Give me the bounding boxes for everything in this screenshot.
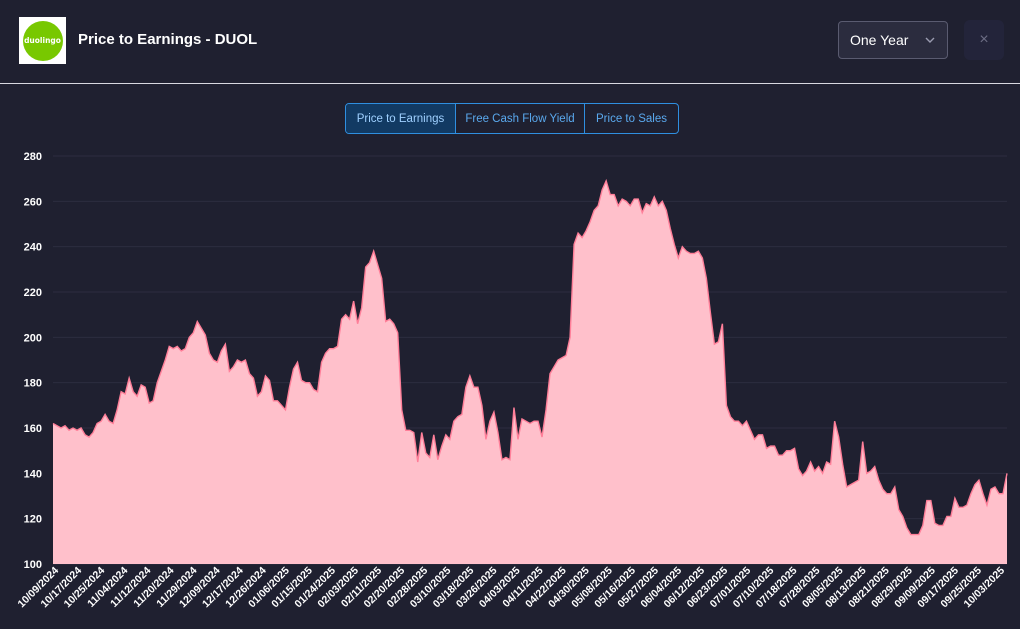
duolingo-logo: duolingo <box>19 17 66 64</box>
period-select[interactable]: One Year <box>838 21 948 59</box>
tab-free-cash-flow-yield[interactable]: Free Cash Flow Yield <box>456 104 585 133</box>
tab-price-to-earnings[interactable]: Price to Earnings <box>346 104 456 133</box>
series-line <box>52 178 1008 536</box>
area-fill <box>53 180 1007 564</box>
y-tick-label: 240 <box>24 242 42 254</box>
close-button[interactable]: × <box>964 20 1004 60</box>
period-select-value: One Year <box>850 32 909 48</box>
chevron-down-icon <box>925 37 935 43</box>
y-tick-label: 280 <box>24 151 42 163</box>
pe-area-chart: 10012014016018020022024026028010/09/2024… <box>15 151 1008 610</box>
y-tick-label: 160 <box>24 423 42 435</box>
y-tick-label: 180 <box>24 378 42 390</box>
y-tick-label: 140 <box>24 468 42 480</box>
page-title: Price to Earnings - DUOL <box>78 31 258 48</box>
header: duolingo Price to Earnings - DUOL One Ye… <box>0 0 1020 84</box>
logo-badge: duolingo <box>22 20 63 61</box>
y-tick-label: 260 <box>24 196 42 208</box>
close-icon: × <box>979 31 989 48</box>
metric-tabs: Price to Earnings Free Cash Flow Yield P… <box>345 103 679 134</box>
tab-price-to-sales[interactable]: Price to Sales <box>596 112 667 125</box>
y-tick-label: 100 <box>24 559 42 571</box>
y-tick-label: 120 <box>24 514 42 526</box>
y-tick-label: 200 <box>24 332 42 344</box>
y-tick-label: 220 <box>24 287 42 299</box>
